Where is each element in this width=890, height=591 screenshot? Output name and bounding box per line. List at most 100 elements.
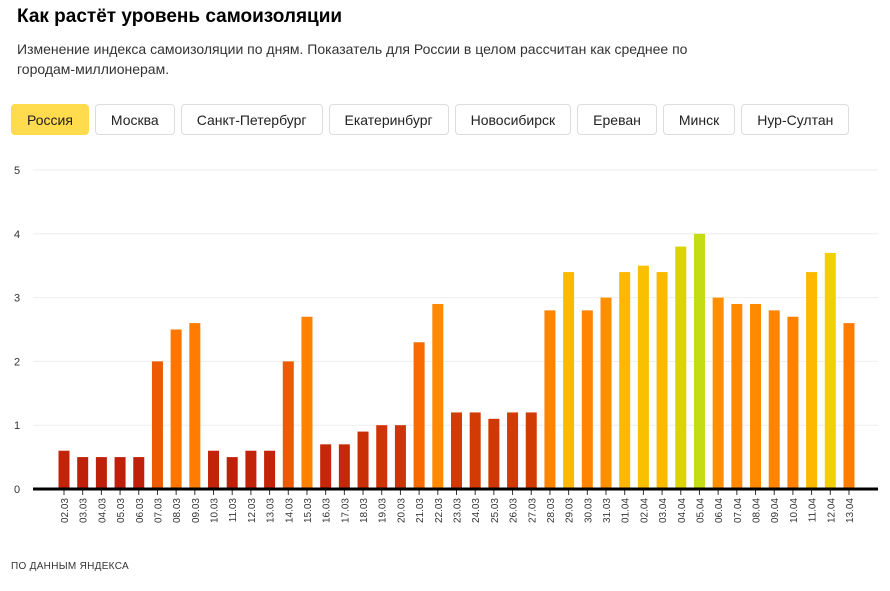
bar-23.03 xyxy=(450,412,462,489)
bar-30.03 xyxy=(581,310,593,489)
page-title: Как растёт уровень самоизоляции xyxy=(17,6,343,27)
x-tick-label: 15.03 xyxy=(303,498,314,523)
x-tick-label: 28.03 xyxy=(546,498,557,523)
source-note: ПО ДАННЫМ ЯНДЕКСА xyxy=(11,561,129,572)
x-tick-label: 13.03 xyxy=(266,498,277,523)
bar-15.03 xyxy=(301,316,313,489)
y-tick-label: 4 xyxy=(14,229,20,241)
bar-21.03 xyxy=(413,342,425,489)
tab-1[interactable]: Москва xyxy=(94,104,175,135)
bar-06.03 xyxy=(133,457,145,489)
x-tick-label: 08.04 xyxy=(752,498,763,523)
bar-09.03 xyxy=(189,323,201,489)
bar-13.04 xyxy=(843,323,855,489)
y-tick-label: 3 xyxy=(14,293,20,305)
tab-3[interactable]: Екатеринбург xyxy=(328,104,449,135)
x-tick-label: 06.04 xyxy=(714,498,725,523)
x-tick-label: 12.04 xyxy=(826,498,837,523)
bar-chart: 0 1 2 3 4 5 02.03 03.03 04.03 05.03 06.03 07.03 08.0… xyxy=(14,165,878,523)
x-tick-label: 24.03 xyxy=(471,498,482,523)
x-tick-label: 20.03 xyxy=(396,498,407,523)
x-tick-label: 01.04 xyxy=(621,498,632,523)
tab-2[interactable]: Санкт-Петербург xyxy=(180,104,323,135)
bar-01.04 xyxy=(619,272,631,489)
bar-09.04 xyxy=(768,310,780,489)
bar-05.04 xyxy=(693,233,705,489)
bar-10.03 xyxy=(208,450,220,489)
bar-14.03 xyxy=(282,361,294,489)
x-tick-label: 08.03 xyxy=(172,498,183,523)
bar-07.04 xyxy=(731,303,743,489)
x-tick-label: 21.03 xyxy=(415,498,426,523)
y-tick-label: 0 xyxy=(14,484,20,496)
x-tick-label: 02.03 xyxy=(60,498,71,523)
bar-05.03 xyxy=(114,457,126,489)
x-tick-label: 11.03 xyxy=(228,498,239,523)
bar-11.03 xyxy=(226,457,238,489)
bar-07.03 xyxy=(151,361,163,489)
x-tick-label: 29.03 xyxy=(565,498,576,523)
x-tick-label: 10.04 xyxy=(789,498,800,523)
bar-27.03 xyxy=(525,412,537,489)
bar-13.03 xyxy=(264,450,276,489)
x-tick-label: 06.03 xyxy=(135,498,146,523)
x-tick-label: 26.03 xyxy=(509,498,520,523)
y-tick-label: 2 xyxy=(14,356,20,368)
bar-18.03 xyxy=(357,431,369,489)
x-tick-label: 17.03 xyxy=(340,498,351,523)
x-tick-label: 10.03 xyxy=(210,498,221,523)
x-tick-label: 23.03 xyxy=(452,498,463,523)
bar-02.03 xyxy=(58,450,70,489)
x-tick-label: 09.04 xyxy=(770,498,781,523)
bar-28.03 xyxy=(544,310,556,489)
x-tick-label: 03.03 xyxy=(79,498,90,523)
tab-6[interactable]: Минск xyxy=(662,104,736,135)
bar-04.04 xyxy=(675,246,687,489)
tab-4[interactable]: Новосибирск xyxy=(454,104,572,135)
x-tick-label: 30.03 xyxy=(583,498,594,523)
x-tick-label: 14.03 xyxy=(284,498,295,523)
x-tick-label: 04.03 xyxy=(97,498,108,523)
x-tick-label: 05.03 xyxy=(116,498,127,523)
bar-20.03 xyxy=(394,425,406,489)
bar-31.03 xyxy=(600,297,612,489)
bar-10.04 xyxy=(787,316,799,489)
subtitle: Изменение индекса самоизоляции по дням. … xyxy=(17,41,688,77)
bar-17.03 xyxy=(338,444,350,489)
bar-22.03 xyxy=(432,303,444,489)
x-tick-label: 19.03 xyxy=(378,498,389,523)
bar-02.04 xyxy=(637,265,649,489)
bar-25.03 xyxy=(488,418,500,489)
bar-26.03 xyxy=(507,412,519,489)
x-tick-label: 03.04 xyxy=(658,498,669,523)
x-tick-label: 12.03 xyxy=(247,498,258,523)
x-tick-label: 11.04 xyxy=(808,498,819,523)
x-tick-label: 07.03 xyxy=(153,498,164,523)
tab-7[interactable]: Нур-Султан xyxy=(741,104,850,135)
x-tick-label: 04.04 xyxy=(677,498,688,523)
x-tick-label: 31.03 xyxy=(602,498,613,523)
x-tick-label: 09.03 xyxy=(191,498,202,523)
x-tick-label: 07.04 xyxy=(733,498,744,523)
x-tick-label: 22.03 xyxy=(434,498,445,523)
city-tabs: Россия Москва Санкт-Петербург Екатеринбург Н… xyxy=(11,104,850,135)
bar-12.04 xyxy=(824,252,836,489)
x-tick-label: 16.03 xyxy=(322,498,333,523)
x-tick-label: 25.03 xyxy=(490,498,501,523)
bar-11.04 xyxy=(806,272,818,489)
bar-03.03 xyxy=(77,457,89,489)
bar-24.03 xyxy=(469,412,481,489)
bar-16.03 xyxy=(320,444,332,489)
x-tick-label: 13.04 xyxy=(845,498,856,523)
bar-08.04 xyxy=(750,303,762,489)
bar-06.04 xyxy=(712,297,724,489)
tab-5[interactable]: Ереван xyxy=(577,104,657,135)
x-tick-label: 18.03 xyxy=(359,498,370,523)
x-tick-label: 02.04 xyxy=(639,498,650,523)
x-tick-label: 05.04 xyxy=(695,498,706,523)
bar-29.03 xyxy=(563,272,575,489)
bar-19.03 xyxy=(376,425,388,489)
tab-0[interactable]: Россия xyxy=(11,104,89,135)
x-tick-label: 27.03 xyxy=(527,498,538,523)
bar-04.03 xyxy=(95,457,107,489)
